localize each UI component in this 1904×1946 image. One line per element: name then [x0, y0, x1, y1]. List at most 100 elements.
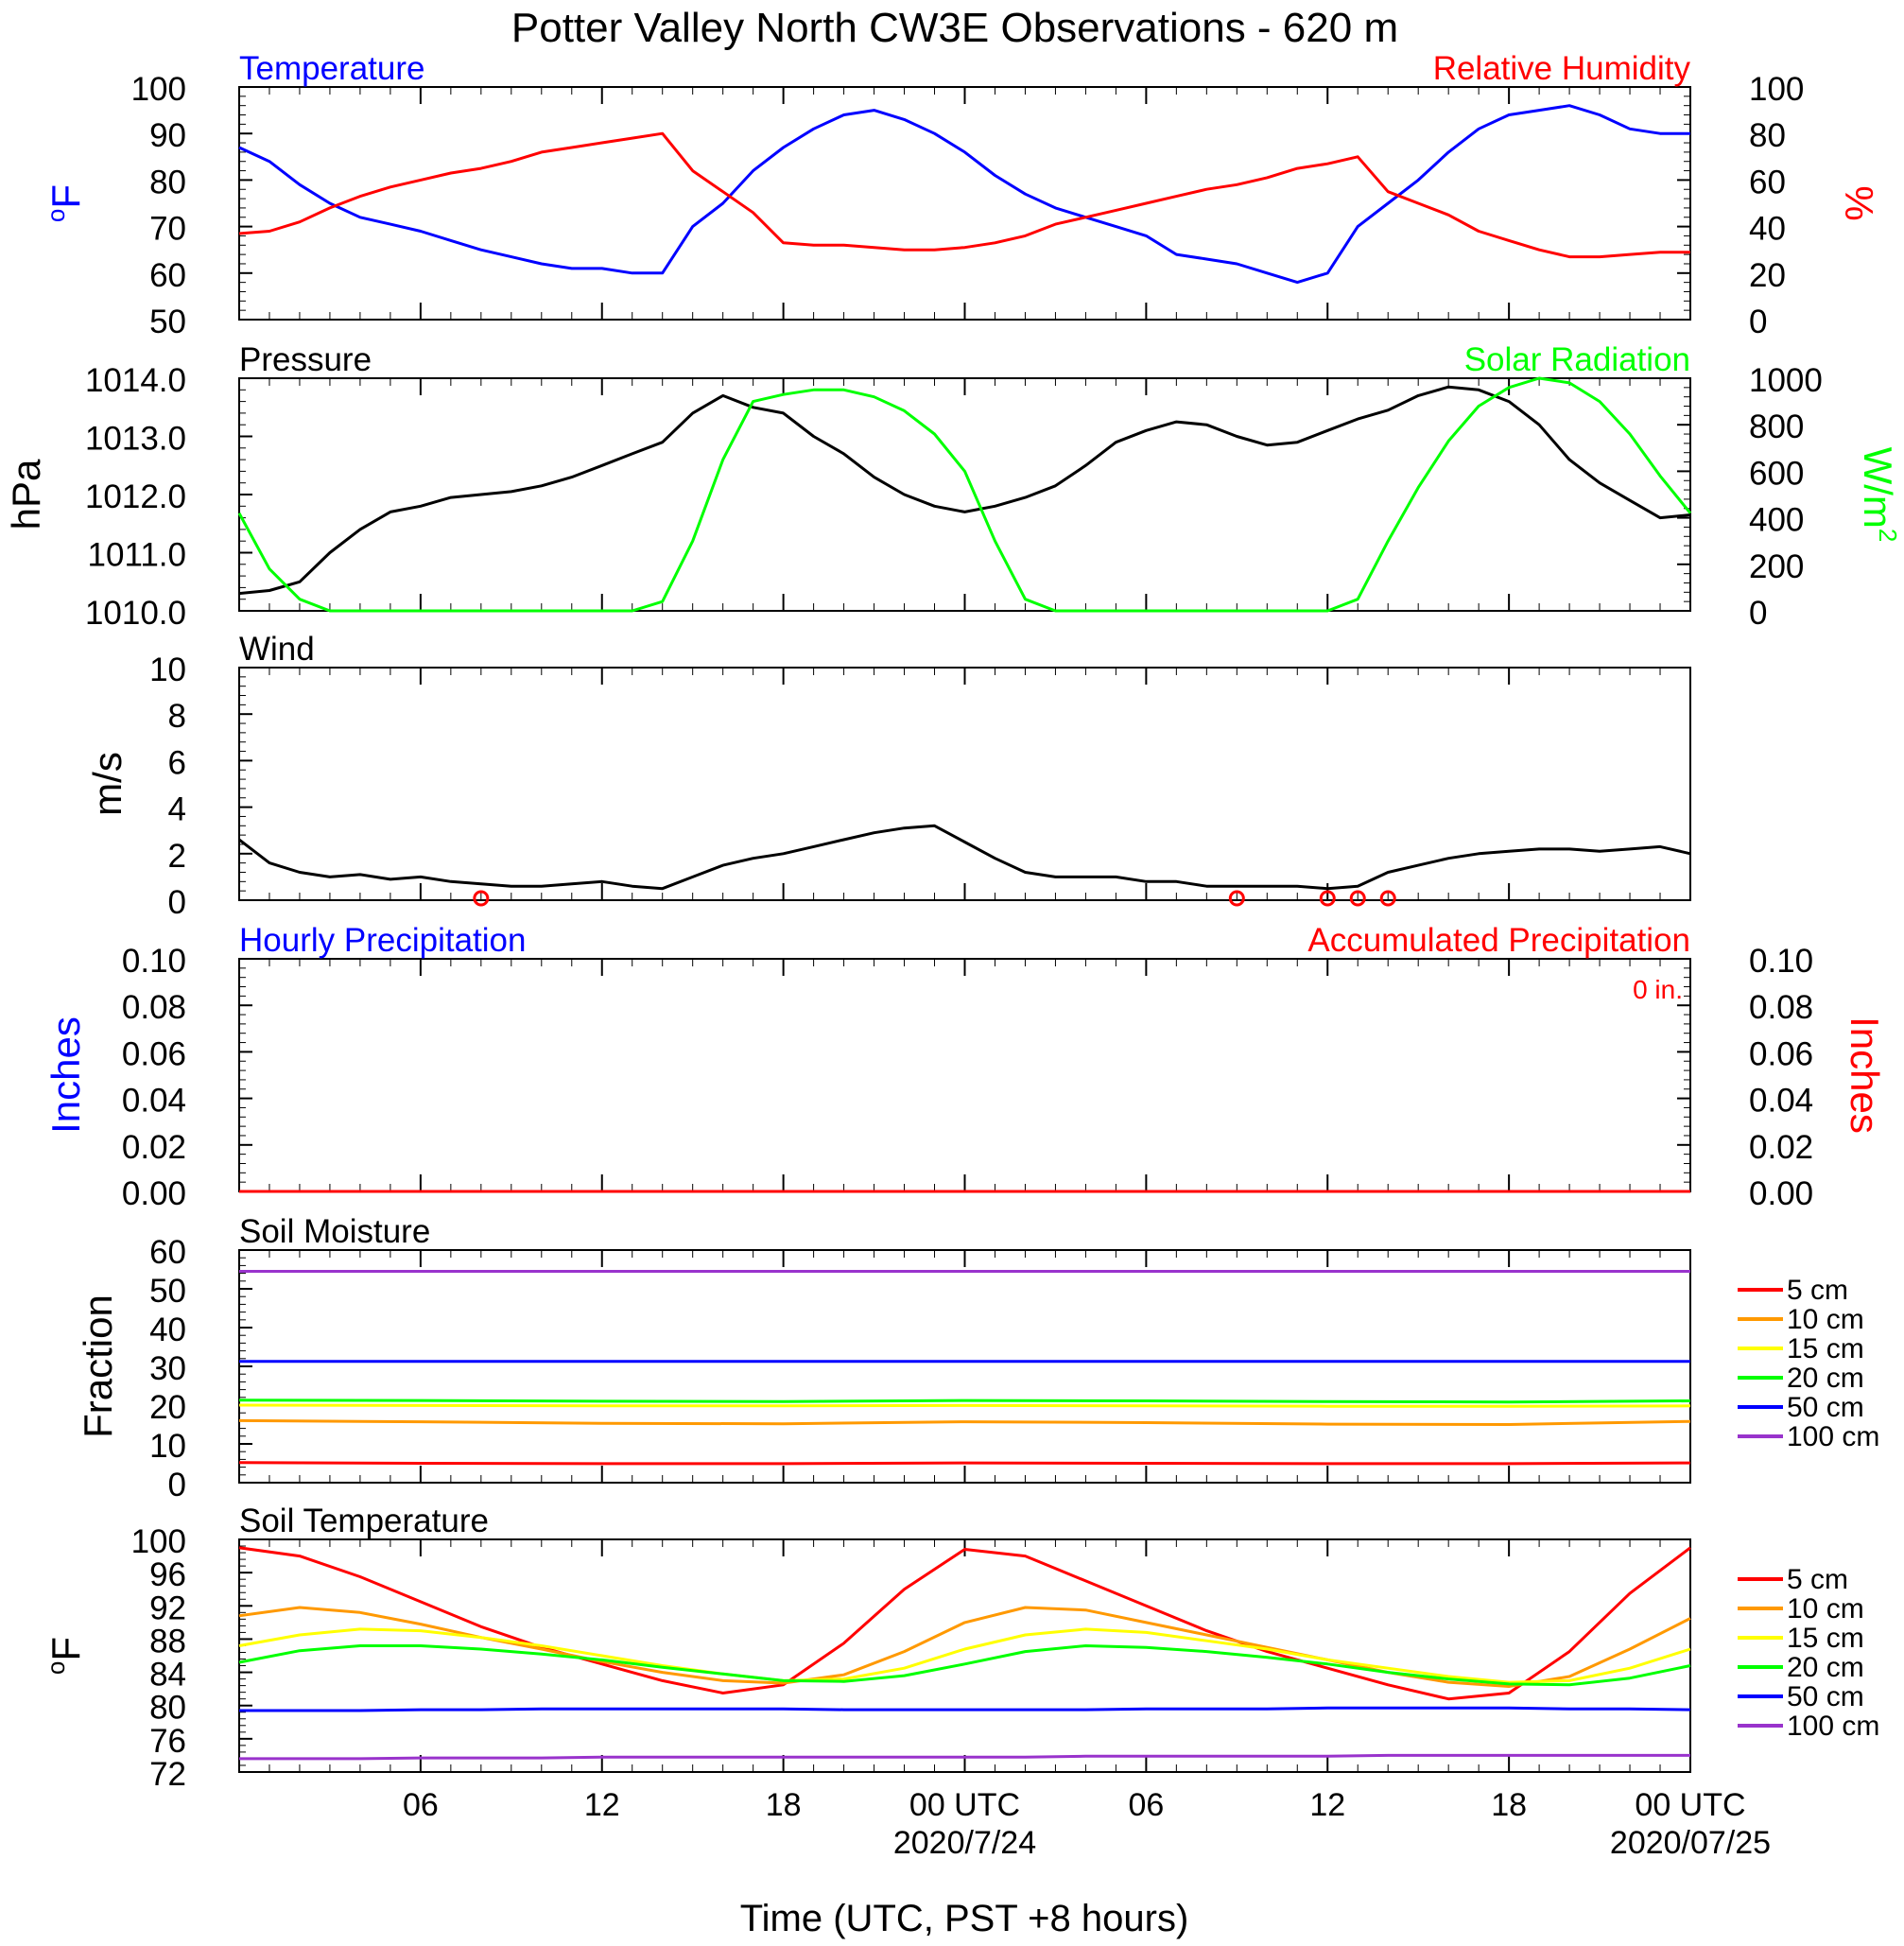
panel-title-left: Soil Temperature [239, 1503, 489, 1539]
panel-title-left: Soil Moisture [239, 1213, 430, 1250]
y-tick-label-left: 80 [149, 1690, 186, 1727]
y-axis-label-left: hPa [4, 459, 48, 530]
y-tick-label-right: 100 [1749, 71, 1804, 108]
panel-title-left: Temperature [239, 50, 424, 87]
y-tick-label-right: 0.08 [1749, 989, 1813, 1026]
panel-title-left: Hourly Precipitation [239, 922, 526, 959]
y-tick-label-right: 0.04 [1749, 1083, 1813, 1120]
y-tick-label-left: 4 [168, 791, 186, 828]
legend-label: 20 cm [1787, 1363, 1864, 1394]
y-tick-label-left: 8 [168, 698, 186, 735]
calm-wind-marker [1319, 890, 1336, 907]
y-tick-label-left: 2 [168, 838, 186, 875]
y-axis-label-left: Inches [43, 1016, 88, 1134]
y-tick-label-left: 1012.0 [85, 478, 186, 515]
y-tick-label-left: 1013.0 [85, 421, 186, 458]
y-tick-label-right: 1000 [1749, 362, 1823, 399]
calm-wind-marker [1379, 890, 1396, 907]
y-tick-label-right: 60 [1749, 164, 1786, 200]
y-tick-label-right: 0.00 [1749, 1175, 1813, 1212]
panel-title-right: Relative Humidity [1433, 50, 1691, 87]
y-tick-label-left: 1014.0 [85, 362, 186, 399]
panel-title-right: Accumulated Precipitation [1307, 922, 1690, 959]
series-line-5-cm [238, 1461, 1691, 1466]
legend-label: 15 cm [1787, 1333, 1864, 1364]
y-tick-label-left: 100 [131, 1523, 186, 1560]
y-tick-label-right: 0.06 [1749, 1035, 1813, 1072]
y-tick-label-left: 0.02 [122, 1129, 186, 1166]
y-tick-label-left: 0.00 [122, 1175, 186, 1212]
series-line-20-cm [238, 1399, 1691, 1404]
y-tick-label-left: 84 [149, 1657, 186, 1694]
legend-label: 10 cm [1787, 1593, 1864, 1625]
y-tick-label-left: 20 [149, 1389, 186, 1426]
y-tick-label-left: 6 [168, 744, 186, 781]
y-tick-label-right: 600 [1749, 455, 1804, 492]
panel-title-left: Wind [239, 631, 315, 668]
y-tick-label-left: 88 [149, 1623, 186, 1659]
series-line-15-cm [238, 1627, 1691, 1684]
y-tick-label-left: 50 [149, 1273, 186, 1310]
y-tick-label-left: 0 [168, 884, 186, 921]
series-line-wind-speed [238, 824, 1691, 891]
legend-label: 15 cm [1787, 1623, 1864, 1654]
y-tick-label-left: 0.04 [122, 1083, 186, 1120]
y-tick-label-right: 40 [1749, 211, 1786, 248]
x-tick-label: 00 UTC [909, 1787, 1020, 1823]
x-date-label: 2020/07/25 [1610, 1825, 1771, 1861]
y-tick-label-right: 0.02 [1749, 1129, 1813, 1166]
y-tick-label-left: 1010.0 [85, 595, 186, 632]
series-line-5-cm [238, 1546, 1691, 1701]
legend-label: 50 cm [1787, 1681, 1864, 1712]
y-tick-label-left: 0 [168, 1467, 186, 1503]
y-tick-label-left: 70 [149, 211, 186, 248]
series-line-15-cm [238, 1403, 1691, 1408]
y-tick-label-left: 76 [149, 1723, 186, 1760]
x-tick-label: 12 [584, 1787, 620, 1823]
y-tick-label-right: 800 [1749, 408, 1804, 445]
y-axis-label-left: m/s [85, 752, 130, 816]
x-tick-label: 18 [766, 1787, 802, 1823]
y-axis-label-left: oF [42, 1637, 88, 1675]
y-tick-label-left: 40 [149, 1312, 186, 1348]
y-tick-label-right: 400 [1749, 502, 1804, 539]
y-tick-label-left: 60 [149, 257, 186, 294]
y-tick-label-right: 0 [1749, 304, 1767, 340]
y-tick-label-left: 90 [149, 117, 186, 154]
panel-title-right: Solar Radiation [1464, 341, 1690, 378]
legend-label: 10 cm [1787, 1304, 1864, 1335]
y-tick-label-left: 60 [149, 1234, 186, 1271]
y-axis-label-left: Fraction [76, 1294, 120, 1438]
legend-label: 5 cm [1787, 1275, 1848, 1306]
x-tick-label: 06 [403, 1787, 439, 1823]
y-tick-label-left: 72 [149, 1756, 186, 1793]
panel-pressure-solar: 1010.0 1011.0 1012.0 1013.0 1014.0 0 200 400 600… [4, 341, 1902, 632]
series-line-50-cm [239, 1706, 1691, 1712]
legend-label: 50 cm [1787, 1392, 1864, 1423]
y-tick-label-left: 100 [131, 71, 186, 108]
y-tick-label-left: 80 [149, 164, 186, 200]
series-line-100-cm [239, 1753, 1690, 1761]
x-axis-label: Time (UTC, PST +8 hours) [740, 1898, 1189, 1939]
series-line-10-cm [238, 1418, 1691, 1426]
x-tick-label: 00 UTC [1635, 1787, 1745, 1823]
x-date-label: 2020/7/24 [893, 1825, 1036, 1861]
y-axis-label-right: Inches [1843, 1016, 1887, 1134]
figure-title: Potter Valley North CW3E Observations - … [511, 5, 1398, 51]
calm-wind-marker [1228, 890, 1245, 907]
y-axis-label-right: W/m2 [1856, 447, 1902, 543]
y-tick-label-left: 96 [149, 1556, 186, 1593]
y-tick-label-left: 1011.0 [88, 537, 186, 574]
x-tick-label: 06 [1128, 1787, 1164, 1823]
y-tick-label-left: 0.06 [122, 1035, 186, 1072]
y-axis-label-right: % [1837, 185, 1881, 220]
panel-temperature-humidity: 50 60 70 80 90 100 0 20 40 60 80 100 Temperature Rela… [42, 50, 1881, 340]
y-tick-label-right: 200 [1749, 548, 1804, 585]
y-tick-label-right: 20 [1749, 257, 1786, 294]
y-tick-label-right: 80 [1749, 117, 1786, 154]
